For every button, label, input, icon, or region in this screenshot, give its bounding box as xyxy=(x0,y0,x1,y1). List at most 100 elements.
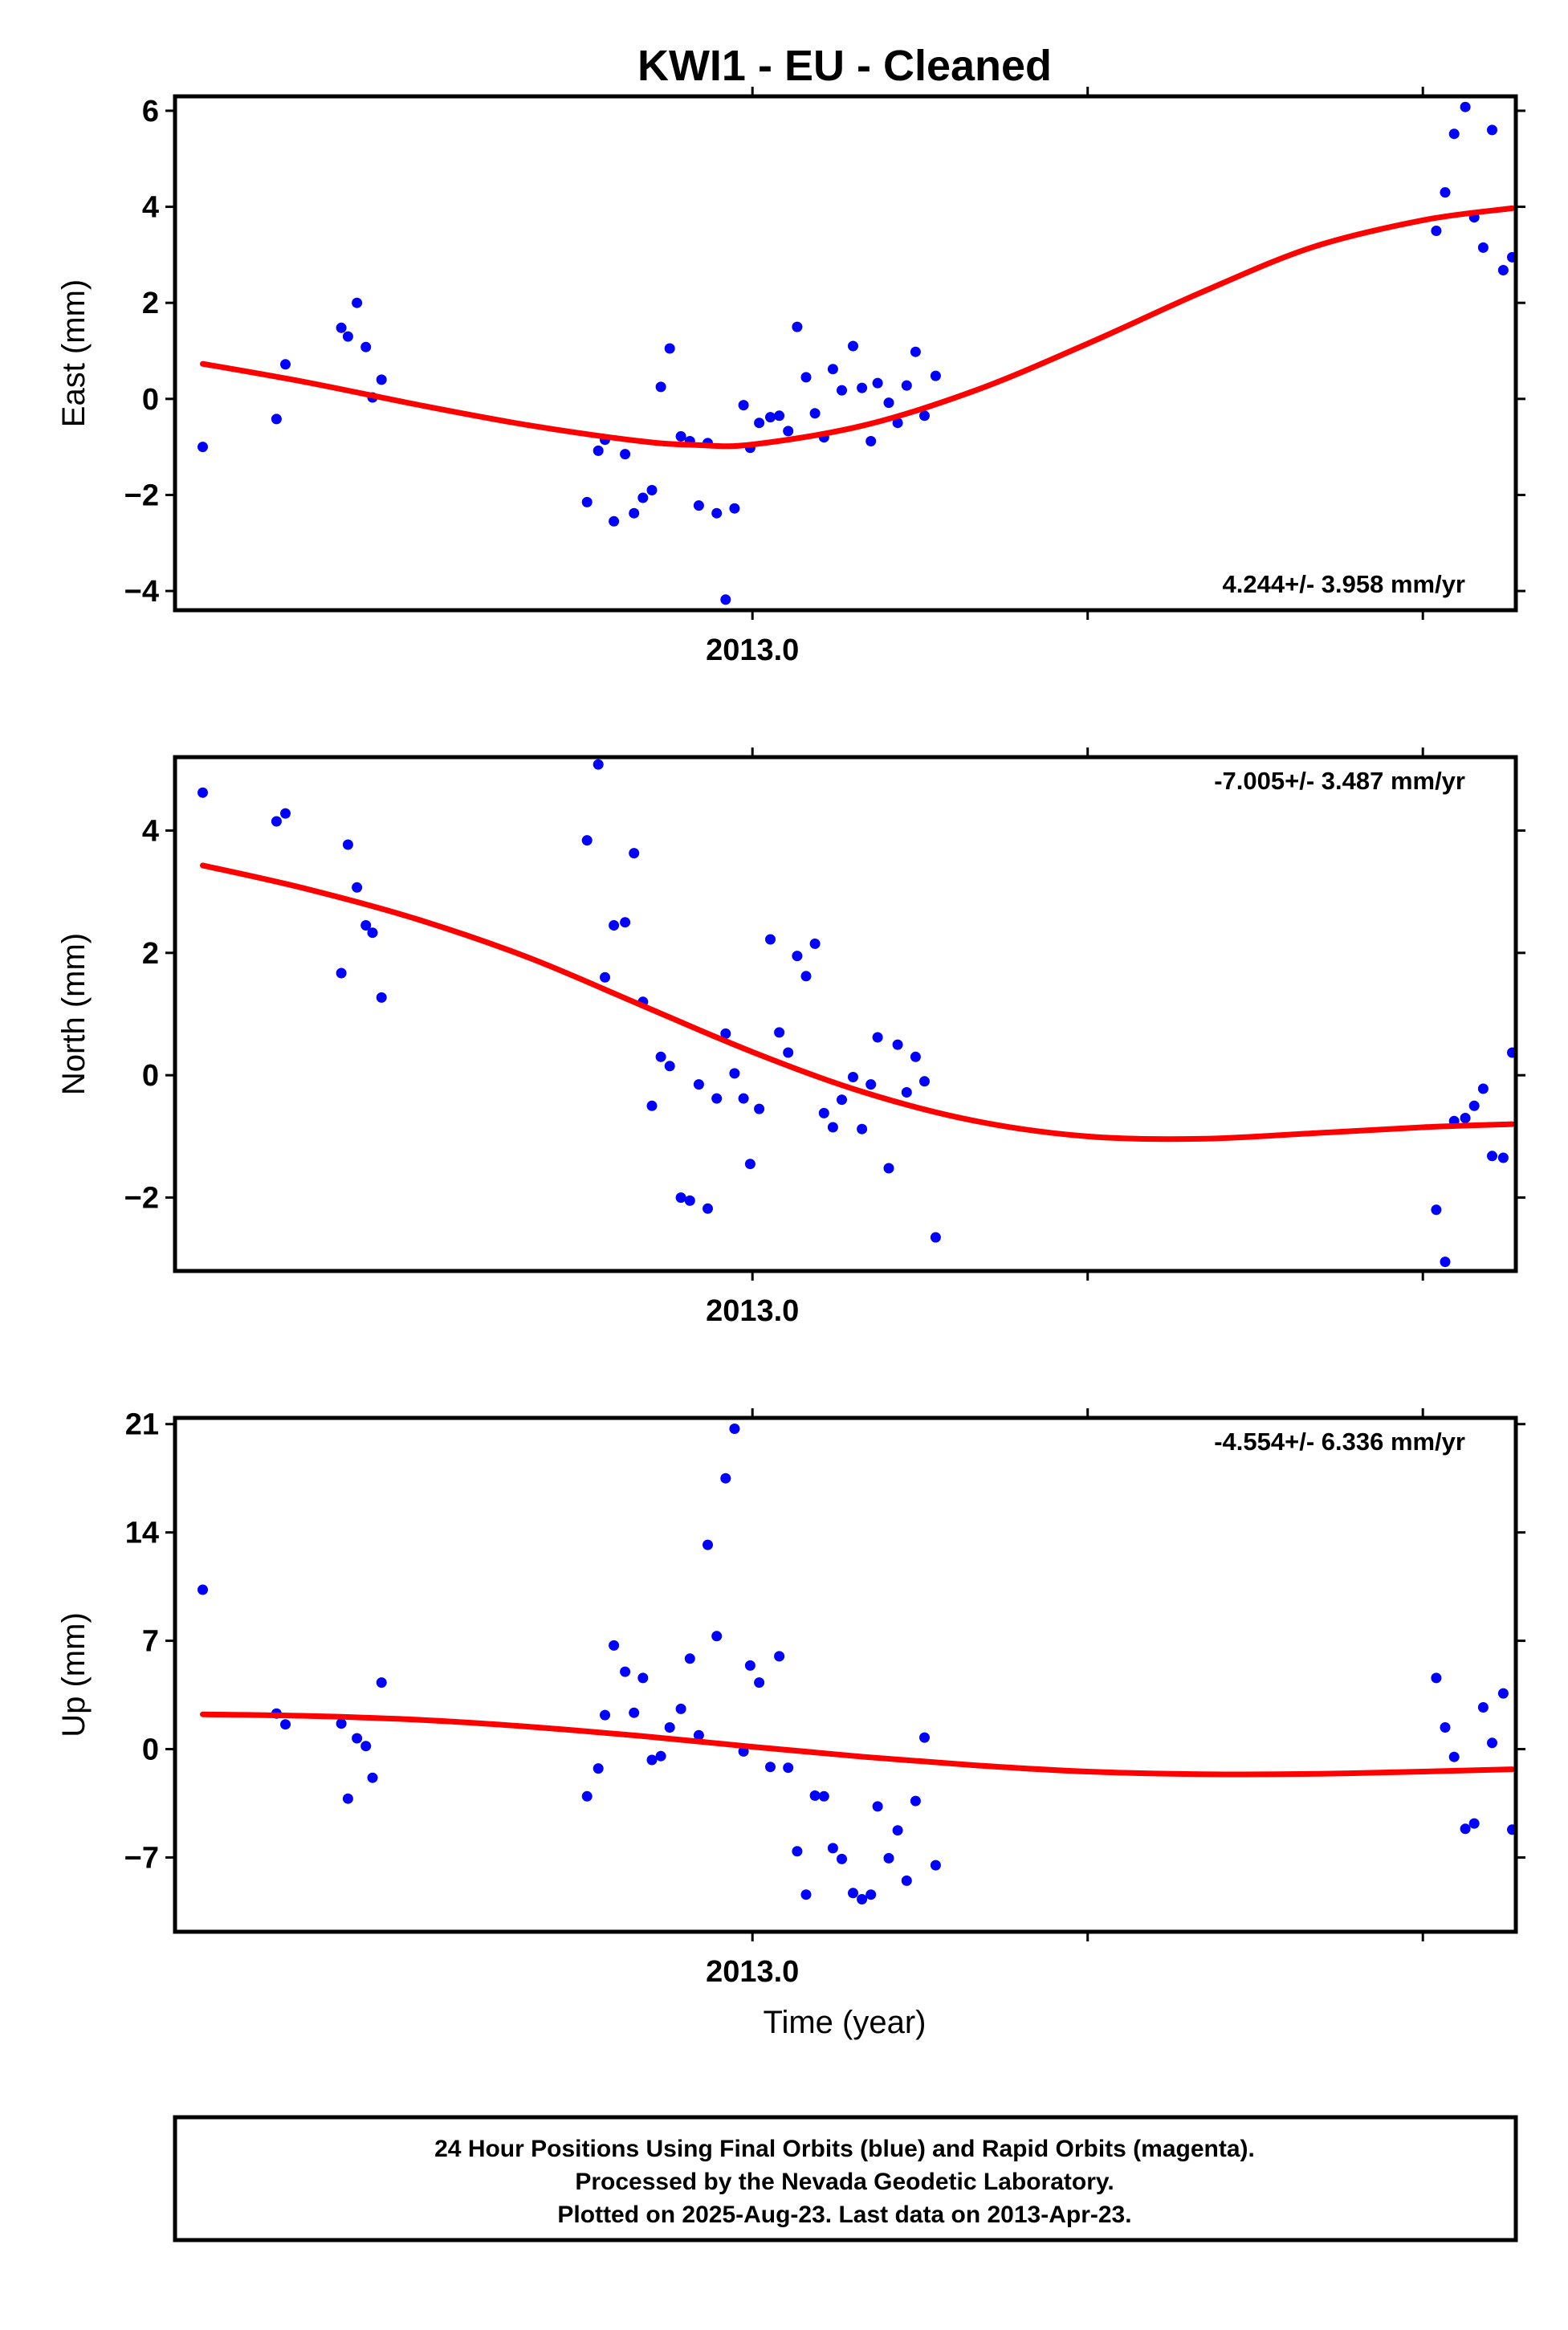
up-data-point xyxy=(1468,1818,1480,1829)
east-data-point xyxy=(637,492,649,503)
east-data-point xyxy=(675,431,686,442)
up-data-point xyxy=(910,1795,921,1807)
east-data-point xyxy=(857,382,868,393)
north-data-point xyxy=(1497,1152,1509,1163)
east-data-point xyxy=(783,426,794,437)
north-data-point xyxy=(360,920,372,931)
north-data-point xyxy=(800,971,812,982)
north-data-point xyxy=(629,848,640,859)
north-data-point xyxy=(600,972,610,983)
north-data-point xyxy=(352,882,363,893)
up-data-point xyxy=(198,1584,208,1595)
east-data-point xyxy=(711,507,723,519)
up-data-point xyxy=(865,1889,877,1900)
up-data-point xyxy=(637,1672,649,1684)
north-data-point xyxy=(198,787,208,798)
up-data-point xyxy=(1440,1722,1451,1733)
north-data-point xyxy=(754,1103,765,1114)
north-data-point xyxy=(376,992,387,1003)
north-data-point xyxy=(1440,1257,1451,1268)
up-data-point xyxy=(664,1722,675,1733)
north-data-point xyxy=(818,1107,829,1118)
north-data-point xyxy=(655,1051,666,1062)
up-ytick-label: −7 xyxy=(124,1841,159,1875)
east-data-point xyxy=(198,442,208,453)
east-ytick-label: −2 xyxy=(124,479,159,512)
up-data-point xyxy=(336,1718,347,1729)
up-data-point xyxy=(800,1889,812,1900)
east-data-point xyxy=(930,370,941,381)
north-data-point xyxy=(581,835,593,846)
east-ytick-label: 4 xyxy=(142,191,159,225)
east-data-point xyxy=(792,321,803,332)
up-y-axis-label: Up (mm) xyxy=(56,1612,92,1737)
east-data-point xyxy=(271,413,282,425)
north-data-point xyxy=(703,1203,713,1214)
north-data-point xyxy=(729,1068,740,1079)
up-data-point xyxy=(600,1709,610,1721)
north-data-point xyxy=(675,1192,686,1204)
east-data-point xyxy=(765,412,776,423)
east-rate-label: 4.244+/- 3.958 mm/yr xyxy=(1223,570,1465,598)
east-data-point xyxy=(1487,124,1497,136)
up-data-point xyxy=(711,1631,723,1642)
up-data-point xyxy=(376,1677,387,1688)
up-data-point xyxy=(367,1772,378,1783)
up-data-point xyxy=(792,1846,803,1857)
east-xtick-label: 2013.0 xyxy=(706,633,799,667)
up-data-point xyxy=(765,1762,776,1773)
east-data-point xyxy=(342,331,353,342)
north-data-point xyxy=(848,1072,858,1082)
north-y-axis-label: North (mm) xyxy=(56,933,92,1095)
north-data-point xyxy=(809,938,821,949)
up-data-point xyxy=(809,1790,821,1801)
north-data-point xyxy=(783,1047,794,1058)
north-ytick-label: 4 xyxy=(142,814,159,848)
east-data-point xyxy=(1460,101,1471,112)
north-data-point xyxy=(1431,1204,1442,1216)
north-data-point xyxy=(367,927,378,939)
north-data-point xyxy=(693,1079,704,1090)
up-data-point xyxy=(754,1677,765,1688)
up-data-point xyxy=(646,1754,658,1766)
east-data-point xyxy=(655,381,666,393)
north-data-point xyxy=(892,1039,903,1050)
north-data-point xyxy=(765,934,776,945)
up-data-point xyxy=(675,1703,686,1714)
north-data-point xyxy=(738,1093,749,1104)
up-data-point xyxy=(629,1707,640,1718)
up-data-point xyxy=(684,1653,695,1664)
east-data-point xyxy=(827,364,838,375)
east-data-point xyxy=(1477,242,1489,253)
up-data-point xyxy=(919,1732,930,1743)
east-data-point xyxy=(901,380,912,391)
up-data-point xyxy=(342,1793,353,1804)
east-data-point xyxy=(693,500,704,511)
up-data-point xyxy=(848,1888,858,1899)
north-data-point xyxy=(857,1123,868,1134)
east-data-point xyxy=(620,449,631,460)
up-plot-frame xyxy=(173,1416,1518,1934)
north-plot-frame xyxy=(173,755,1518,1273)
east-data-point xyxy=(837,385,847,396)
east-data-point xyxy=(629,507,640,519)
east-data-point xyxy=(376,374,387,385)
up-data-point xyxy=(774,1651,785,1662)
north-ytick-label: −2 xyxy=(124,1182,159,1216)
east-data-point xyxy=(1440,187,1451,198)
up-data-point xyxy=(901,1875,912,1886)
up-xtick-label: 2013.0 xyxy=(706,1955,799,1989)
up-ytick-label: 21 xyxy=(125,1408,159,1442)
up-data-point xyxy=(720,1473,731,1484)
north-data-point xyxy=(883,1163,894,1174)
north-data-point xyxy=(620,917,631,928)
up-data-point xyxy=(857,1894,868,1904)
up-data-point xyxy=(352,1733,363,1744)
up-data-point xyxy=(1448,1751,1460,1762)
north-data-point xyxy=(1460,1113,1471,1123)
up-data-point xyxy=(1487,1737,1497,1749)
x-axis-label: Time (year) xyxy=(764,2005,927,2040)
east-data-point xyxy=(720,594,731,605)
east-data-point xyxy=(1497,265,1509,275)
up-ytick-label: 7 xyxy=(142,1625,159,1659)
